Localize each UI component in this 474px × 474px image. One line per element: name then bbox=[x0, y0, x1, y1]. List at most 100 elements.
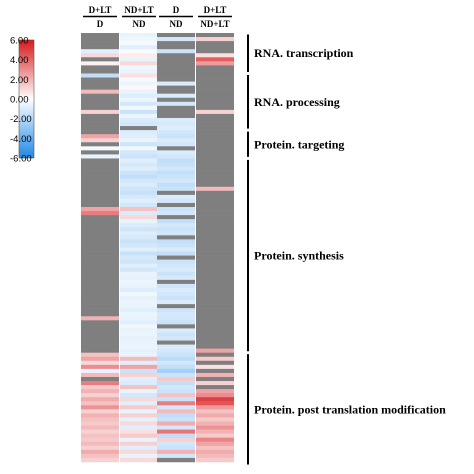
heatmap-cell bbox=[120, 109, 158, 115]
heatmap-cell bbox=[196, 190, 234, 196]
heatmap-cell bbox=[157, 142, 195, 147]
heatmap-cell bbox=[120, 162, 158, 167]
heatmap-cell bbox=[120, 433, 158, 438]
heatmap-cell bbox=[120, 138, 158, 143]
heatmap-cell bbox=[157, 113, 195, 119]
heatmap-cell bbox=[196, 251, 234, 256]
heatmap-cell bbox=[120, 437, 158, 443]
heatmap-cell bbox=[120, 417, 158, 422]
column-header-top: D+LT bbox=[204, 5, 227, 15]
heatmap-cell bbox=[81, 53, 119, 58]
heatmap-cell bbox=[196, 215, 234, 220]
heatmap-cell bbox=[81, 142, 119, 147]
heatmap-cell bbox=[120, 413, 158, 418]
column-header-bottom: ND bbox=[170, 19, 183, 29]
heatmap-cell bbox=[196, 122, 234, 127]
heatmap-cell bbox=[81, 296, 119, 301]
heatmap-cell bbox=[81, 194, 119, 200]
heatmap-cell bbox=[157, 202, 195, 208]
heatmap-cell bbox=[196, 279, 234, 285]
heatmap-cell bbox=[81, 328, 119, 333]
heatmap-cell bbox=[157, 41, 195, 46]
heatmap-cell bbox=[157, 105, 195, 111]
heatmap-cell bbox=[81, 235, 119, 240]
heatmap-cell bbox=[196, 381, 234, 386]
heatmap-cell bbox=[120, 85, 158, 90]
heatmap-cell bbox=[157, 49, 195, 54]
heatmap-cell bbox=[157, 231, 195, 236]
heatmap-cell bbox=[81, 198, 119, 204]
heatmap-cell bbox=[157, 332, 195, 337]
heatmap-cell bbox=[196, 170, 234, 175]
heatmap-cell bbox=[120, 198, 158, 204]
heatmap-cell bbox=[157, 219, 195, 224]
heatmap-cell bbox=[157, 433, 195, 438]
heatmap-cell bbox=[196, 223, 234, 228]
heatmap-cell bbox=[120, 255, 158, 260]
heatmap-cell bbox=[120, 190, 158, 196]
heatmap-cell bbox=[157, 401, 195, 406]
heatmap-cell bbox=[196, 348, 234, 353]
heatmap-cell bbox=[120, 113, 158, 119]
heatmap-cell bbox=[81, 97, 119, 103]
heatmap-cell bbox=[157, 239, 195, 244]
heatmap-cell bbox=[81, 356, 119, 362]
heatmap-cell bbox=[196, 77, 234, 82]
heatmap-cell bbox=[196, 267, 234, 273]
heatmap-cell bbox=[196, 336, 234, 341]
heatmap-cell bbox=[157, 328, 195, 333]
heatmap-cell bbox=[157, 255, 195, 260]
heatmap-cell bbox=[157, 37, 195, 42]
heatmap-cell bbox=[157, 425, 195, 430]
heatmap-cell bbox=[120, 142, 158, 147]
heatmap-cell bbox=[196, 263, 234, 269]
heatmap-cell bbox=[196, 186, 234, 192]
heatmap-cell bbox=[81, 425, 119, 430]
heatmap-cell bbox=[120, 344, 158, 349]
heatmap-cell bbox=[120, 296, 158, 301]
heatmap-cell bbox=[157, 279, 195, 285]
heatmap-cell bbox=[81, 37, 119, 42]
heatmap-cell bbox=[196, 296, 234, 301]
heatmap-cell bbox=[81, 372, 119, 378]
heatmap-cell bbox=[196, 194, 234, 200]
heatmap-cell bbox=[81, 223, 119, 228]
column-headers: D+LT D ND+LT ND D ND D+LT ND+LT bbox=[83, 5, 232, 29]
heatmap-cell bbox=[196, 61, 234, 66]
heatmap-cell bbox=[120, 397, 158, 402]
heatmap-cell bbox=[81, 360, 119, 366]
heatmap-cell bbox=[157, 385, 195, 390]
heatmap-cell bbox=[81, 364, 119, 370]
heatmap-cell bbox=[157, 316, 195, 321]
heatmap-cell bbox=[120, 89, 158, 94]
heatmap-cell bbox=[157, 393, 195, 398]
heatmap-cell bbox=[81, 259, 119, 264]
heatmap-cell bbox=[120, 227, 158, 232]
heatmap-cell bbox=[120, 251, 158, 256]
heatmap-cell bbox=[81, 101, 119, 107]
heatmap-cell bbox=[120, 348, 158, 353]
heatmap-cell bbox=[196, 291, 234, 297]
heatmap-cell bbox=[120, 178, 158, 184]
heatmap-cell bbox=[157, 154, 195, 159]
heatmap-cell bbox=[120, 182, 158, 188]
heatmap-cell bbox=[157, 65, 195, 70]
heatmap-cell bbox=[196, 332, 234, 337]
heatmap-cell bbox=[157, 69, 195, 74]
heatmap-cell bbox=[196, 304, 234, 309]
heatmap-cell bbox=[120, 170, 158, 175]
heatmap-cell bbox=[81, 348, 119, 353]
column-header-top: ND+LT bbox=[124, 5, 153, 15]
heatmap-cell bbox=[157, 97, 195, 103]
heatmap-cell bbox=[196, 352, 234, 358]
heatmap-cell bbox=[196, 166, 234, 171]
heatmap-cell bbox=[81, 368, 119, 374]
heatmap-cell bbox=[120, 381, 158, 386]
heatmap-cell bbox=[196, 207, 234, 212]
heatmap-cell bbox=[81, 291, 119, 297]
heatmap-cell bbox=[120, 247, 158, 252]
heatmap-cell bbox=[81, 215, 119, 220]
heatmap-cell bbox=[157, 126, 195, 131]
heatmap-cell bbox=[81, 279, 119, 285]
legend-tick-label: 6.00 bbox=[10, 36, 29, 47]
